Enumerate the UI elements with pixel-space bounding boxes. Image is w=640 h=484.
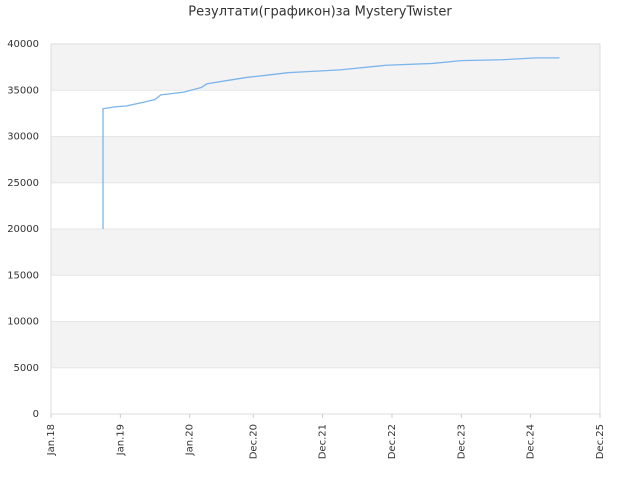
y-tick-label: 25000 (7, 178, 39, 189)
line-series (102, 57, 560, 229)
y-tick-label: 0 (33, 409, 39, 420)
grid-band (51, 136, 600, 183)
y-tick-label: 30000 (7, 132, 39, 143)
plot-border (50, 43, 601, 415)
grid-band (51, 44, 600, 91)
x-tick-label: Dec.22 (387, 424, 398, 459)
y-tick-label: 40000 (7, 39, 39, 50)
y-tick-label: 10000 (7, 317, 39, 328)
x-tick-label: Jan.20 (185, 424, 196, 456)
y-tick-label: 20000 (7, 224, 39, 235)
x-tick-label: Jan.19 (115, 424, 126, 456)
x-tick-label: Dec.20 (248, 424, 259, 459)
x-tick-label: Dec.25 (595, 424, 606, 459)
grid-band (51, 321, 600, 368)
y-tick-label: 5000 (14, 363, 39, 374)
y-tick-label: 35000 (7, 85, 39, 96)
grid-band (51, 229, 600, 276)
chart-title: Резултати(графикон)за MysteryTwister (188, 5, 452, 20)
x-tick-label: Dec.23 (456, 424, 467, 459)
x-tick-label: Jan.18 (46, 424, 57, 456)
x-tick-label: Dec.21 (318, 424, 329, 459)
y-tick-label: 15000 (7, 270, 39, 281)
x-tick-label: Dec.24 (526, 424, 537, 459)
